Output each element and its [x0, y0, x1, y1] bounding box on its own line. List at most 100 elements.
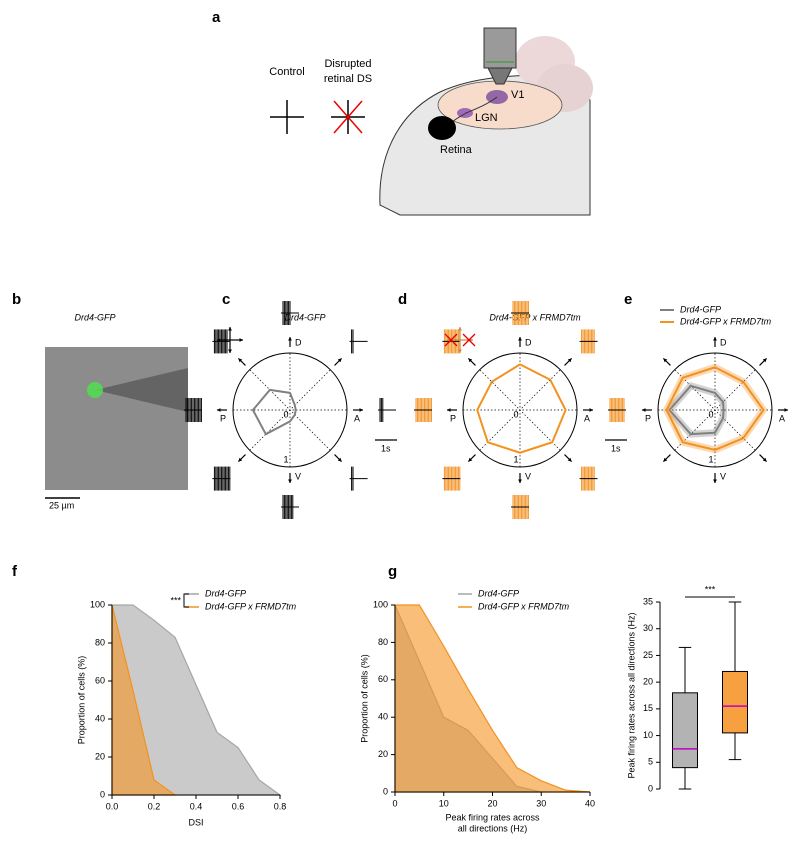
arrow-head: [239, 338, 243, 342]
arrow-head: [288, 337, 292, 341]
arrow-head: [762, 457, 767, 462]
y-tick-label: 100: [90, 599, 105, 609]
axis-direction-label: P: [645, 413, 651, 423]
disrupted-label: Disrupted: [324, 58, 371, 70]
significance-bracket: [183, 593, 189, 608]
pipette: [95, 368, 188, 412]
disrupted-label: retinal DS: [324, 73, 372, 85]
axis-direction-label: D: [295, 337, 302, 347]
y-tick-label: 25: [643, 650, 653, 660]
y-tick-label: 0: [383, 786, 388, 796]
arrow-head: [784, 408, 788, 412]
v1-label: V1: [511, 89, 524, 101]
y-tick-label: 35: [643, 596, 653, 606]
axis-direction-label: A: [584, 413, 590, 423]
arrow-head: [458, 349, 462, 353]
x-axis-label: DSI: [188, 817, 203, 827]
arrow-head: [713, 479, 717, 483]
y-axis-label: Proportion of cells (%): [76, 656, 86, 745]
visual-pathway: [447, 96, 498, 127]
arrow-head: [238, 457, 243, 462]
arrow-head: [663, 457, 668, 462]
arrow-head: [518, 479, 522, 483]
box: [722, 670, 748, 734]
significance: ***: [170, 595, 181, 605]
polar-grid: [674, 369, 756, 451]
legend-label: Drd4-GFP: [680, 304, 721, 314]
panel-a-diagram: Control Disrupted retinal DS V1 LGN Reti…: [269, 27, 593, 216]
r-tick-label: 1: [513, 454, 518, 464]
x-tick-label: 0.4: [190, 801, 203, 811]
area: [394, 604, 591, 793]
arrow-head: [217, 408, 221, 412]
x-tick-label: 30: [536, 798, 546, 808]
y-tick-label: 0: [100, 789, 105, 799]
polar-series: [668, 384, 725, 436]
control-arrows: [270, 100, 304, 134]
axis-direction-label: A: [779, 413, 785, 423]
y-axis-label: Proportion of cells (%): [359, 654, 369, 743]
area: [111, 604, 282, 796]
y-tick-label: 0: [648, 783, 653, 793]
arrow-head: [663, 358, 668, 363]
y-tick-label: 100: [373, 599, 388, 609]
arrow-head: [217, 338, 221, 342]
y-tick-label: 80: [378, 637, 388, 647]
arrow-head: [238, 358, 243, 363]
arrow-head: [468, 457, 473, 462]
arrow-head: [468, 358, 473, 363]
brain: [437, 80, 563, 130]
panel-label: c: [222, 291, 230, 308]
significance: ***: [705, 584, 716, 594]
box: [672, 692, 698, 769]
axis-direction-label: P: [220, 413, 226, 423]
panel-label: a: [212, 9, 221, 26]
y-tick-label: 10: [643, 730, 653, 740]
axis-direction-label: V: [295, 471, 301, 481]
arrow-head: [642, 408, 646, 412]
y-tick-label: 80: [95, 637, 105, 647]
axis-direction-label: D: [525, 337, 532, 347]
legend-label: Drd4-GFP x FRMD7tm: [680, 316, 772, 326]
polar-series: [476, 363, 567, 454]
x-tick-label: 0.6: [232, 801, 245, 811]
arrow-head: [713, 337, 717, 341]
y-tick-label: 40: [95, 713, 105, 723]
gfp-cell: [87, 382, 103, 398]
axis-direction-label: A: [354, 413, 360, 423]
polar-ring: [657, 352, 773, 468]
time-scale-label: 1s: [381, 443, 391, 453]
panel-label: g: [388, 563, 397, 580]
polar-grid: [479, 369, 561, 451]
control-label: Control: [269, 66, 304, 78]
polar-ring: [462, 352, 578, 468]
axis-direction-label: V: [720, 471, 726, 481]
x-tick-label: 0: [392, 798, 397, 808]
legend-label: Drd4-GFP: [205, 588, 246, 598]
x-tick-label: 10: [439, 798, 449, 808]
retina-label: Retina: [440, 144, 473, 156]
red-cross: [444, 333, 458, 347]
r-tick-label: 1: [708, 454, 713, 464]
panel-title: Drd4-GFP: [284, 312, 325, 322]
eye: [428, 116, 456, 140]
r-tick-label: 1: [283, 454, 288, 464]
arrow-head: [762, 358, 767, 363]
y-tick-label: 20: [378, 749, 388, 759]
x-tick-label: 0.2: [148, 801, 161, 811]
y-tick-label: 30: [643, 623, 653, 633]
time-scale-label: 1s: [611, 443, 621, 453]
r-tick-label: 0: [513, 409, 518, 419]
red-cross: [333, 100, 363, 134]
micrograph: [45, 347, 188, 490]
axis-direction-label: V: [525, 471, 531, 481]
x-axis-label: all directions (Hz): [458, 823, 528, 833]
r-tick-label: 0: [283, 409, 288, 419]
panel-label: b: [12, 291, 21, 308]
arrow-head: [567, 358, 572, 363]
polar-grid: [249, 369, 331, 451]
arrow-head: [589, 408, 593, 412]
x-tick-label: 20: [487, 798, 497, 808]
axis-direction-label: P: [450, 413, 456, 423]
